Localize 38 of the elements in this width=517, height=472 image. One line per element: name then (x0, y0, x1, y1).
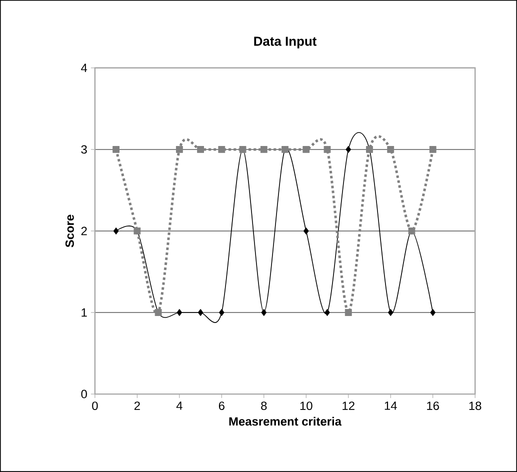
point (324, 309, 330, 316)
point (176, 309, 182, 316)
point (388, 309, 394, 316)
point (219, 309, 224, 316)
x-tick-label: 18 (469, 402, 482, 410)
y-axis-title: Score (65, 214, 74, 248)
y-tick-label: 2 (81, 226, 87, 236)
x-tick-label: 4 (176, 402, 182, 410)
point (429, 146, 436, 153)
x-tick-label: 8 (261, 402, 267, 410)
x-tick-label: 6 (218, 402, 224, 410)
y-tick-label: 4 (81, 64, 88, 72)
point (302, 146, 310, 153)
x-tick-label: 14 (384, 402, 397, 410)
point (260, 146, 268, 153)
point (176, 146, 183, 153)
point (303, 228, 309, 234)
point (430, 309, 436, 316)
point (198, 309, 204, 316)
chart-title: Data Input (254, 36, 317, 48)
x-tick-label: 10 (300, 402, 312, 410)
point (112, 146, 120, 153)
x-tick-label: 16 (427, 402, 439, 410)
x-tick-label: 2 (134, 402, 140, 410)
x-tick-label: 0 (92, 402, 98, 410)
point (261, 309, 267, 316)
y-tick-label: 3 (81, 145, 87, 154)
point (197, 146, 204, 153)
point (344, 309, 352, 316)
y-tick-label: 1 (82, 308, 87, 317)
point (218, 146, 226, 153)
point (387, 146, 394, 153)
y-tick-label: 0 (81, 390, 87, 398)
x-axis-title: Measrement criteria (229, 416, 342, 426)
point (324, 146, 331, 153)
x-tick-label: 12 (342, 402, 354, 410)
point (113, 228, 119, 234)
point (346, 146, 352, 153)
